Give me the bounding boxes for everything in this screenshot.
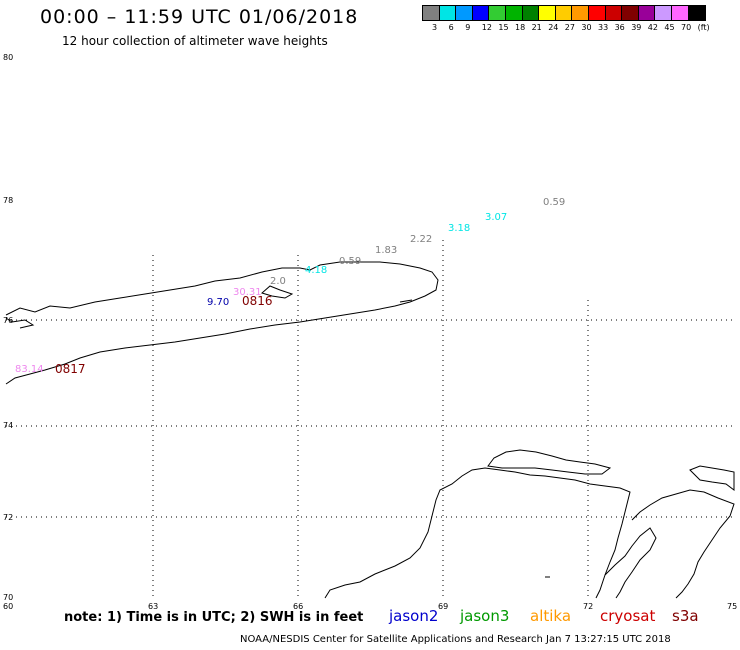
axis-labels: 80 78 76 74 72 70 60 63 66 69 72 75 (3, 53, 737, 611)
wave-height-value: 3.07 (485, 212, 507, 223)
orbit-time-label: 0816 (242, 294, 273, 308)
scale-label: 39 (631, 23, 642, 32)
wave-height-value: 2.0 (270, 276, 286, 287)
scale-swatch (572, 6, 589, 20)
scale-label: (ft) (697, 23, 710, 32)
credit-line: NOAA/NESDIS Center for Satellite Applica… (240, 634, 671, 645)
lon-label: 63 (148, 602, 158, 611)
scale-label: 45 (664, 23, 675, 32)
map-subtitle: 12 hour collection of altimeter wave hei… (62, 34, 328, 48)
scale-swatch (522, 6, 540, 20)
scale-swatch (472, 6, 490, 20)
satellite-legend-cryosat: cryosat (600, 607, 656, 625)
scale-swatch (588, 6, 606, 20)
scale-label: 6 (448, 23, 454, 32)
satellite-legend-altika: altika (530, 607, 572, 625)
wave-height-value: 3.18 (448, 223, 470, 234)
lon-label: 72 (583, 602, 593, 611)
scale-swatch (555, 6, 573, 20)
scale-label: 42 (647, 23, 658, 32)
scale-swatch (456, 6, 473, 20)
lat-label: 78 (3, 196, 13, 205)
wave-height-value: 2.22 (410, 234, 432, 245)
scale-swatch (439, 6, 457, 20)
lat-label: 74 (3, 421, 13, 430)
scale-label: 33 (598, 23, 609, 32)
wave-height-value: 0.59 (543, 197, 565, 208)
lat-label: 72 (3, 513, 13, 522)
color-scale-labels: 3 6 9 12 15 18 21 24 27 30 33 36 39 42 45 70 (ft) (422, 21, 710, 33)
scale-swatch (505, 6, 523, 20)
scale-swatch (605, 6, 623, 20)
satellite-legend-jason2: jason2 (389, 607, 439, 625)
scale-label: 9 (465, 23, 471, 32)
scale-swatch (423, 6, 440, 20)
lat-label: 80 (3, 53, 13, 62)
wave-height-value: 4.18 (305, 265, 327, 276)
scale-label: 24 (548, 23, 559, 32)
scale-label: 3 (432, 23, 438, 32)
orbit-time-label: 0817 (55, 362, 86, 376)
map-title: 00:00 – 11:59 UTC 01/06/2018 (40, 6, 359, 28)
graticule (6, 240, 735, 600)
wave-height-observations: 0.59 3.07 3.18 2.22 1.83 0.59 4.18 2.0 3… (15, 197, 565, 376)
scale-swatch (638, 6, 656, 20)
scale-label: 70 (681, 23, 692, 32)
scale-label: 18 (515, 23, 526, 32)
lat-label: 76 (3, 316, 13, 325)
scale-swatch (539, 6, 556, 20)
wave-height-value: 9.70 (207, 297, 229, 308)
scale-label: 12 (481, 23, 492, 32)
scale-label: 15 (498, 23, 509, 32)
satellite-legend-jason3: jason3 (460, 607, 510, 625)
footnote: note: 1) Time is in UTC; 2) SWH is in fe… (64, 610, 364, 625)
wave-height-value: 1.83 (375, 245, 397, 256)
lon-label: 75 (727, 602, 737, 611)
scale-swatch (622, 6, 639, 20)
wave-height-value: 83.14 (15, 364, 44, 375)
scale-label: 30 (581, 23, 592, 32)
scale-label: 27 (564, 23, 575, 32)
color-scale-legend: 3 6 9 12 15 18 21 24 27 30 33 36 39 42 45 70 (ft) (422, 5, 710, 33)
scale-swatch (671, 6, 689, 20)
lat-label: 70 (3, 593, 13, 602)
lon-label: 66 (293, 602, 303, 611)
scale-label: 36 (614, 23, 625, 32)
scale-label: 21 (531, 23, 542, 32)
scale-swatch (688, 6, 706, 20)
scale-swatch (655, 6, 672, 20)
coastline (5, 261, 735, 599)
lon-label: 60 (3, 602, 13, 611)
satellite-legend-s3a: s3a (672, 607, 699, 625)
wave-height-value: 0.59 (339, 256, 361, 267)
color-scale-swatches (422, 5, 707, 21)
wave-height-value: 30.31 (233, 287, 262, 298)
lon-label: 69 (438, 602, 448, 611)
scale-swatch (489, 6, 506, 20)
